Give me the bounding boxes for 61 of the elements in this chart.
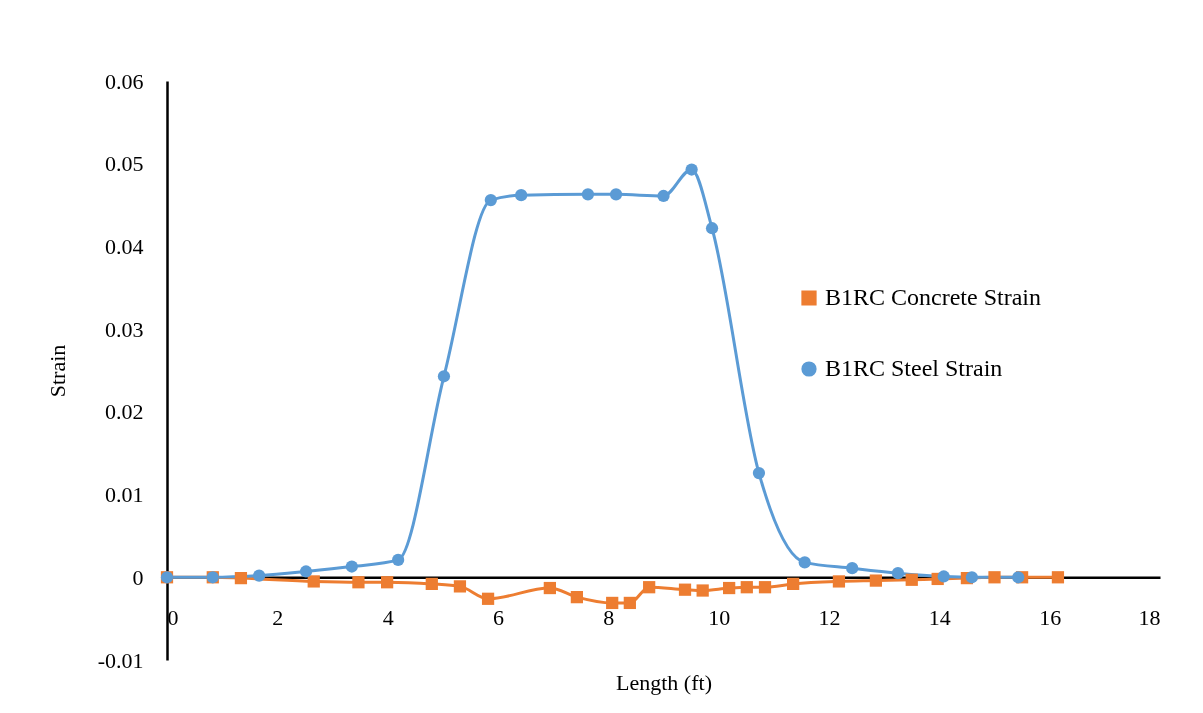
y-tick-label: 0.05 — [105, 151, 144, 177]
point — [481, 592, 495, 605]
point — [1012, 571, 1025, 584]
point — [643, 581, 656, 594]
point — [623, 596, 636, 610]
x-tick-label: 10 — [708, 604, 731, 630]
x-tick-label: 2 — [272, 604, 284, 630]
point — [484, 194, 497, 207]
point — [869, 574, 883, 587]
y-tick-label: 0.04 — [105, 233, 144, 259]
point — [752, 466, 766, 480]
y-axis-title: Strain — [44, 344, 70, 398]
x-axis-title: Length (ft) — [616, 669, 712, 695]
point — [307, 575, 320, 588]
y-tick-label: 0.06 — [105, 68, 144, 94]
point — [988, 571, 1001, 584]
point — [787, 577, 800, 591]
legend-label: B1RC Concrete Strain — [825, 284, 1041, 310]
point — [453, 580, 467, 593]
point — [846, 562, 859, 575]
point — [965, 571, 979, 584]
point — [798, 556, 811, 569]
x-tick-label: 8 — [603, 604, 615, 630]
point — [609, 188, 623, 201]
point — [515, 189, 528, 202]
x-tick-label: 14 — [928, 604, 951, 630]
x-tick-label: 4 — [382, 604, 394, 630]
point — [832, 575, 846, 588]
point — [392, 553, 405, 567]
point — [345, 560, 358, 573]
point — [380, 576, 394, 589]
x-tick-label: 12 — [818, 604, 841, 630]
y-tick-label: 0.03 — [105, 316, 144, 342]
point — [437, 370, 451, 383]
point — [1051, 571, 1065, 584]
point — [678, 583, 692, 596]
point — [606, 596, 619, 610]
legend-label: B1RC Steel Strain — [825, 355, 1003, 381]
point — [234, 571, 248, 585]
x-tick-label: 16 — [1039, 604, 1062, 630]
point — [570, 591, 584, 604]
point — [657, 189, 670, 203]
point — [425, 577, 438, 591]
point — [705, 222, 719, 235]
point — [299, 565, 313, 578]
point — [758, 581, 772, 594]
point — [740, 581, 753, 594]
x-tick-label: 18 — [1138, 604, 1161, 630]
point — [891, 567, 905, 580]
x-tick-label: 6 — [493, 604, 504, 630]
y-tick-label: 0 — [132, 564, 144, 590]
y-tick-label: 0.01 — [105, 482, 144, 508]
point — [905, 573, 918, 586]
y-tick-label: -0.01 — [97, 647, 144, 673]
y-tick-label: 0.02 — [105, 399, 144, 425]
point — [543, 581, 556, 595]
point — [723, 581, 736, 595]
point — [581, 188, 595, 201]
point — [253, 569, 266, 582]
point — [937, 570, 950, 583]
point — [352, 576, 365, 589]
